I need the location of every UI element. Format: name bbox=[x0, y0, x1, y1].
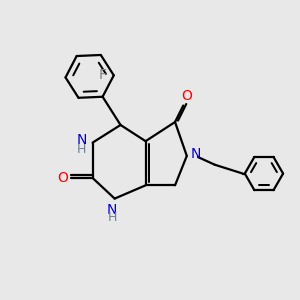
Text: H: H bbox=[77, 143, 86, 157]
Text: H: H bbox=[108, 211, 117, 224]
Text: N: N bbox=[191, 147, 201, 161]
Text: O: O bbox=[57, 171, 68, 185]
Text: O: O bbox=[182, 88, 192, 103]
Text: F: F bbox=[99, 68, 106, 82]
Text: N: N bbox=[107, 203, 118, 217]
Text: N: N bbox=[76, 133, 87, 147]
